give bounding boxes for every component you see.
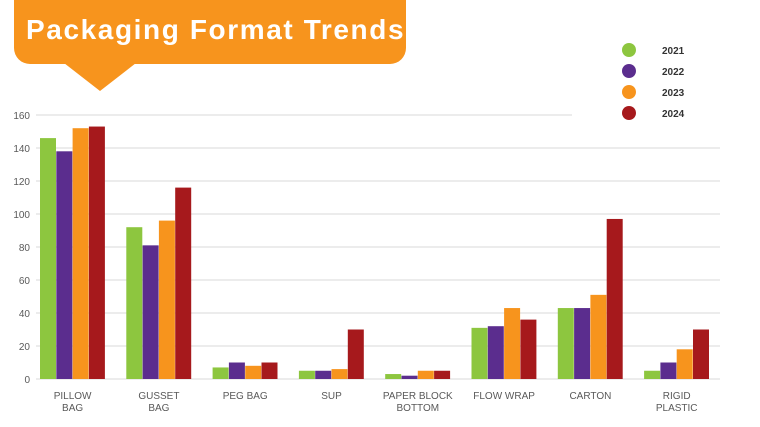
legend-label: 2021 <box>662 46 685 57</box>
bar-2022 <box>228 362 245 379</box>
bar-2023 <box>504 308 521 379</box>
x-tick-label: PILLOW BAG <box>54 391 92 414</box>
bar-2021 <box>471 327 488 379</box>
bar-2022 <box>660 362 677 379</box>
y-tick-label: 20 <box>19 342 31 353</box>
x-tick-label: RIGID PLASTIC <box>656 391 698 414</box>
y-tick-label: 40 <box>19 309 31 320</box>
legend: 2021 2022 2023 2024 <box>622 43 685 120</box>
y-tick-label: 60 <box>19 276 31 287</box>
y-tick-label: 120 <box>13 177 30 188</box>
title-banner-pointer <box>64 63 136 91</box>
bar-2024 <box>175 187 192 379</box>
bar-2021 <box>212 367 229 379</box>
bar-2021 <box>40 138 56 379</box>
bar-2024 <box>261 362 278 379</box>
bar-2024 <box>88 126 105 379</box>
bar-2021 <box>385 374 402 379</box>
x-tick-label: FLOW WRAP <box>473 391 535 402</box>
bar-2021 <box>557 308 574 379</box>
bar-2023 <box>331 369 348 379</box>
legend-swatch-2021 <box>622 43 636 57</box>
x-tick-label: PEG BAG <box>223 391 268 402</box>
bar-2022 <box>401 375 418 379</box>
legend-label: 2024 <box>662 109 685 120</box>
bar-2023 <box>590 294 607 379</box>
legend-swatch-2023 <box>622 85 636 99</box>
bar-2023 <box>158 220 175 379</box>
bar-2024 <box>693 329 709 379</box>
y-tick-label: 0 <box>24 375 30 386</box>
bar-2021 <box>298 370 315 379</box>
x-tick-label: PAPER BLOCK BOTTOM <box>383 391 453 414</box>
bar-2023 <box>72 128 89 379</box>
bar-2024 <box>606 218 623 379</box>
bar-2022 <box>315 370 332 379</box>
y-tick-label: 100 <box>13 210 30 221</box>
legend-swatch-2024 <box>622 106 636 120</box>
bar-2022 <box>574 308 591 379</box>
bar-2024 <box>520 319 537 379</box>
legend-label: 2023 <box>662 88 685 99</box>
x-tick-label: CARTON <box>569 391 611 402</box>
bar-2022 <box>56 151 73 379</box>
bar-2022 <box>142 245 159 379</box>
bar-2022 <box>487 326 504 379</box>
x-tick-label: GUSSET BAG <box>138 391 179 414</box>
bars-layer <box>40 126 709 379</box>
labels-layer: 0 20 40 60 80 100 120 140 160 PILLOW BAG GUSSET BAG P… <box>13 111 697 414</box>
chart-title: Packaging Format Trends <box>26 14 406 45</box>
bar-2021 <box>126 227 143 379</box>
bar-2023 <box>676 349 693 379</box>
bar-2024 <box>434 370 451 379</box>
y-tick-label: 140 <box>13 144 30 155</box>
x-tick-label: SUP <box>321 391 342 402</box>
title-banner <box>14 0 406 64</box>
legend-swatch-2022 <box>622 64 636 78</box>
y-tick-label: 80 <box>19 243 31 254</box>
bar-2021 <box>644 370 661 379</box>
bar-2023 <box>245 365 262 379</box>
bar-2023 <box>417 370 434 379</box>
bar-2024 <box>347 329 364 379</box>
y-tick-label: 160 <box>13 111 30 122</box>
legend-label: 2022 <box>662 67 685 78</box>
